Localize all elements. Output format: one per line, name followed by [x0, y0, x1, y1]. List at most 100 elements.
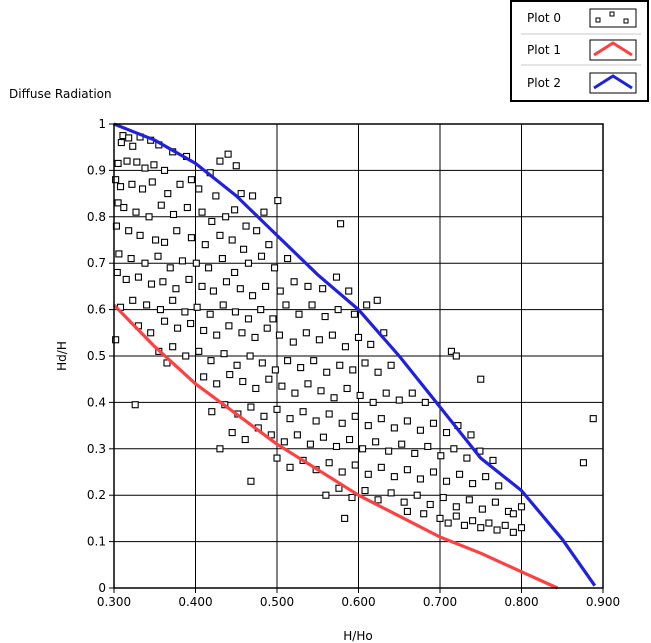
plot0-point	[134, 273, 142, 281]
plot1-line	[112, 303, 559, 590]
plot0-point	[517, 524, 526, 532]
y-tick-label: 0.8	[87, 210, 106, 224]
plot0-point	[351, 412, 359, 420]
plot0-point	[424, 442, 432, 451]
plot0-point	[312, 417, 320, 425]
plot0-point	[442, 477, 451, 485]
plot0-point	[172, 285, 180, 293]
plot0-point	[501, 521, 509, 529]
plot0-point	[509, 528, 517, 536]
plot0-point	[125, 227, 133, 235]
x-tick-label: 0.900	[586, 595, 620, 609]
y-tick-label: 0	[98, 581, 106, 595]
plot0-point	[231, 308, 239, 316]
plot0-point	[429, 419, 438, 427]
plot0-point	[416, 475, 424, 483]
plot0-point	[253, 227, 261, 235]
plot0-point	[147, 329, 155, 337]
plot0-point	[493, 526, 501, 534]
plot0-point	[160, 238, 169, 246]
plot0-point	[114, 159, 122, 167]
legend-label-plot1: Plot 1	[527, 43, 561, 57]
plot0-point	[509, 510, 517, 518]
plot0-point	[115, 250, 123, 258]
plot0-point	[495, 482, 503, 490]
plot0-point	[206, 310, 214, 318]
plot0-point	[262, 282, 270, 290]
plot0-point	[208, 217, 216, 225]
plot0-point	[129, 296, 137, 304]
plot0-point	[249, 192, 257, 200]
plot0-point	[302, 329, 310, 337]
plot0-point	[113, 268, 121, 277]
plot0-point	[284, 357, 292, 365]
plot0-point	[185, 275, 193, 283]
plot0-point	[132, 208, 140, 216]
plot0-point	[289, 338, 297, 346]
plot0-point	[133, 158, 141, 166]
plot0-point	[332, 273, 341, 281]
x-tick-label: 0.800	[504, 595, 538, 609]
x-tick-label: 0.500	[260, 595, 294, 609]
plot0-point	[469, 480, 477, 488]
plot0-point	[271, 264, 279, 272]
plot0-point	[271, 366, 279, 374]
plot0-point	[246, 352, 254, 360]
y-tick-label: 0.4	[87, 395, 106, 409]
plot0-point	[240, 245, 248, 253]
plot0-point	[447, 347, 455, 355]
y-tick-label: 0.2	[87, 488, 106, 502]
plot0-point	[390, 473, 398, 481]
plot0-point	[282, 301, 290, 309]
plot0-point	[213, 331, 221, 339]
plot0-point	[351, 461, 359, 469]
plot0-point	[122, 275, 130, 283]
plot0-point	[257, 306, 265, 314]
plot0-point	[372, 438, 380, 446]
plot0-point	[143, 301, 151, 309]
plot0-point	[216, 157, 224, 165]
plot0-point	[201, 241, 209, 249]
legend-label-plot2: Plot 2	[527, 76, 561, 90]
plot0-point	[114, 199, 122, 207]
plot0-point	[280, 438, 288, 446]
plot0-point	[373, 296, 381, 304]
plot0-point	[154, 252, 162, 260]
plot0-point	[213, 380, 221, 388]
plot0-point	[335, 484, 343, 492]
plot0-point	[349, 366, 357, 374]
plot0-point	[306, 440, 314, 448]
plot0-point	[403, 466, 411, 474]
plot0-point	[477, 375, 485, 383]
plot0-point	[127, 255, 135, 263]
plot0-point	[128, 180, 136, 188]
plot0-point	[463, 454, 471, 462]
plot0-point	[286, 463, 294, 471]
plot0-points	[112, 132, 597, 536]
plot0-point	[377, 415, 385, 423]
plot0-point	[286, 415, 294, 423]
legend: Plot 0 Plot 1 Plot 2	[510, 0, 649, 102]
plot0-point	[145, 213, 153, 221]
plot0-point	[579, 459, 587, 467]
plot0-point	[260, 412, 268, 420]
plot0-point	[304, 380, 312, 388]
plot0-point	[345, 287, 353, 295]
plot0-point	[198, 208, 206, 216]
plot0-point	[328, 331, 336, 339]
plot0-point	[330, 394, 338, 402]
plot0-point	[276, 287, 284, 295]
plot0-point	[489, 456, 497, 464]
x-tick-label: 0.700	[423, 595, 457, 609]
plot0-point	[341, 514, 349, 522]
plot0-point	[297, 364, 305, 372]
plot0-point	[136, 231, 144, 239]
plot0-point	[465, 496, 473, 504]
plot0-point	[116, 183, 125, 191]
plot0-point	[338, 468, 346, 476]
plot0-point	[442, 429, 451, 437]
y-tick-label: 0.9	[87, 163, 106, 177]
plot0-point	[176, 180, 184, 188]
plot0-point	[308, 301, 316, 309]
plot0-point	[341, 343, 350, 351]
